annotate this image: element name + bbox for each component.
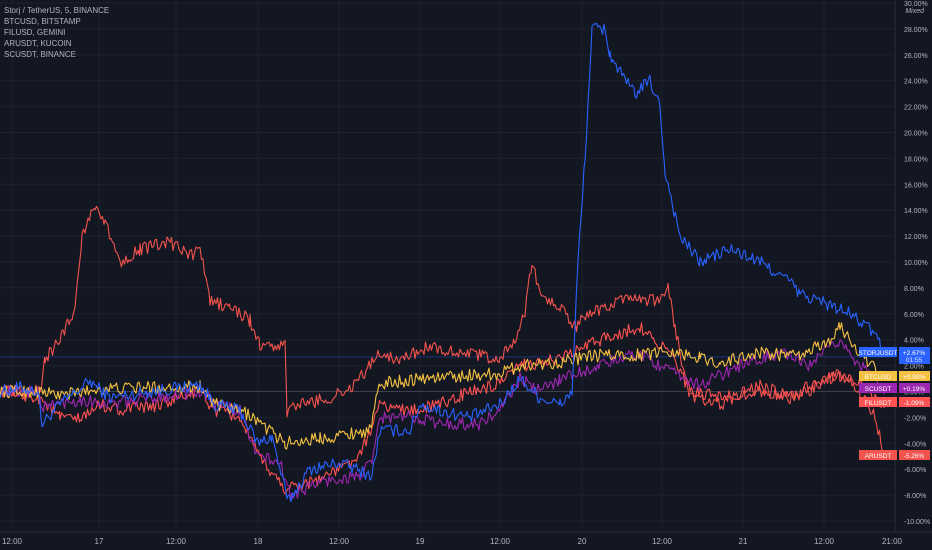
- series-last-value: +0.19%: [903, 386, 925, 393]
- series-last-value: +2.67%: [903, 350, 925, 357]
- series-last-value: +0.90%: [903, 374, 925, 381]
- y-tick-label: 12.00%: [904, 234, 928, 241]
- legend-item-scusdt[interactable]: SCUSDT, BINANCE: [4, 50, 77, 59]
- series-name-tag: [859, 397, 897, 407]
- series-name-label: SCUSDT: [865, 386, 892, 393]
- series-name-tag: [859, 383, 897, 393]
- series-name-label: FILUSDT: [864, 400, 891, 407]
- y-tick-label: -10.00%: [904, 519, 930, 526]
- x-tick-label: 21: [739, 537, 748, 546]
- y-tick-label: 10.00%: [904, 260, 928, 267]
- y-tick-label: 6.00%: [904, 312, 924, 319]
- legend-item-arusdt[interactable]: ARUSDT, KUCOIN: [4, 39, 72, 48]
- series-line-btcusd: [0, 321, 886, 450]
- grid-lines: [0, 0, 895, 530]
- y-tick-label: -8.00%: [904, 493, 926, 500]
- x-tick-label: 12:00: [166, 537, 187, 546]
- x-tick-label: 12:00: [490, 537, 511, 546]
- series-name-label: STORJUSDT: [859, 350, 898, 357]
- y-tick-label: 14.00%: [904, 208, 928, 215]
- y-axis[interactable]: 30.00% 28.00% 26.00% 24.00% 22.00% 20.00% 18.0…: [894, 0, 930, 532]
- x-axis[interactable]: 12:00 17 12:00 18 12:00 19 12:00 20 12:00 21 12:00…: [0, 531, 932, 546]
- series-line-filusdt: [0, 322, 886, 495]
- y-tick-label: 30.00%: [904, 1, 928, 8]
- y-tick-label: 28.00%: [904, 27, 928, 34]
- series-name-label: BTCUSD: [865, 374, 892, 381]
- series-value-tag: [899, 347, 930, 364]
- y-tick-label: 20.00%: [904, 131, 928, 138]
- y-tick-label: 18.00%: [904, 156, 928, 163]
- chart-legend: Storj / TetherUS, 5, BINANCE BTCUSD, BIT…: [4, 5, 109, 60]
- series-name-label: ARUSDT: [865, 453, 892, 460]
- y-tick-label: 4.00%: [904, 338, 924, 345]
- series-last-value: -5.26%: [904, 453, 925, 460]
- y-tick-label: 8.00%: [904, 286, 924, 293]
- x-tick-label: 12:00: [329, 537, 350, 546]
- series-value-tag: [899, 383, 930, 393]
- x-tick-label: 12:00: [2, 537, 23, 546]
- series-layer: [0, 22, 886, 503]
- x-tick-label: 12:00: [814, 537, 835, 546]
- series-line-arusdt: [0, 205, 886, 460]
- x-tick-label: 17: [95, 537, 104, 546]
- series-value-tag: [899, 450, 930, 460]
- series-name-tag: [859, 347, 897, 357]
- y-tick-label: 16.00%: [904, 182, 928, 189]
- legend-item-filusd[interactable]: FILUSD, GEMINI: [4, 28, 66, 37]
- series-line-scusdt: [0, 339, 886, 500]
- series-last-value: -1.09%: [904, 400, 925, 407]
- y-tick-label: 2.00%: [904, 364, 924, 371]
- legend-item-btcusd[interactable]: BTCUSD, BITSTAMP: [4, 17, 81, 26]
- y-tick-label: 22.00%: [904, 105, 928, 112]
- series-value-tag: [899, 397, 930, 407]
- legend-item-storj[interactable]: Storj / TetherUS, 5, BINANCE: [4, 6, 110, 15]
- x-tick-label: 19: [416, 537, 425, 546]
- y-tick-label: 26.00%: [904, 53, 928, 60]
- y-tick-label: 24.00%: [904, 79, 928, 86]
- end-labels: STORJUSDT +2.67%01:55 BTCUSD +0.90% SCUSDT +0…: [859, 347, 930, 460]
- series-value-tag: [899, 371, 930, 381]
- x-tick-label: 21:00: [882, 537, 903, 546]
- y-tick-label: -4.00%: [904, 441, 926, 448]
- series-countdown: 01:55: [906, 357, 923, 364]
- y-tick-label: -6.00%: [904, 467, 926, 474]
- scale-mode-label[interactable]: Mixed: [905, 8, 924, 15]
- y-tick-label: -2.00%: [904, 415, 926, 422]
- series-name-tag: [859, 371, 897, 381]
- x-tick-label: 20: [578, 537, 587, 546]
- x-tick-label: 18: [254, 537, 263, 546]
- series-name-tag: [859, 450, 897, 460]
- x-tick-label: 12:00: [652, 537, 673, 546]
- series-line-storjusdt: [0, 22, 886, 503]
